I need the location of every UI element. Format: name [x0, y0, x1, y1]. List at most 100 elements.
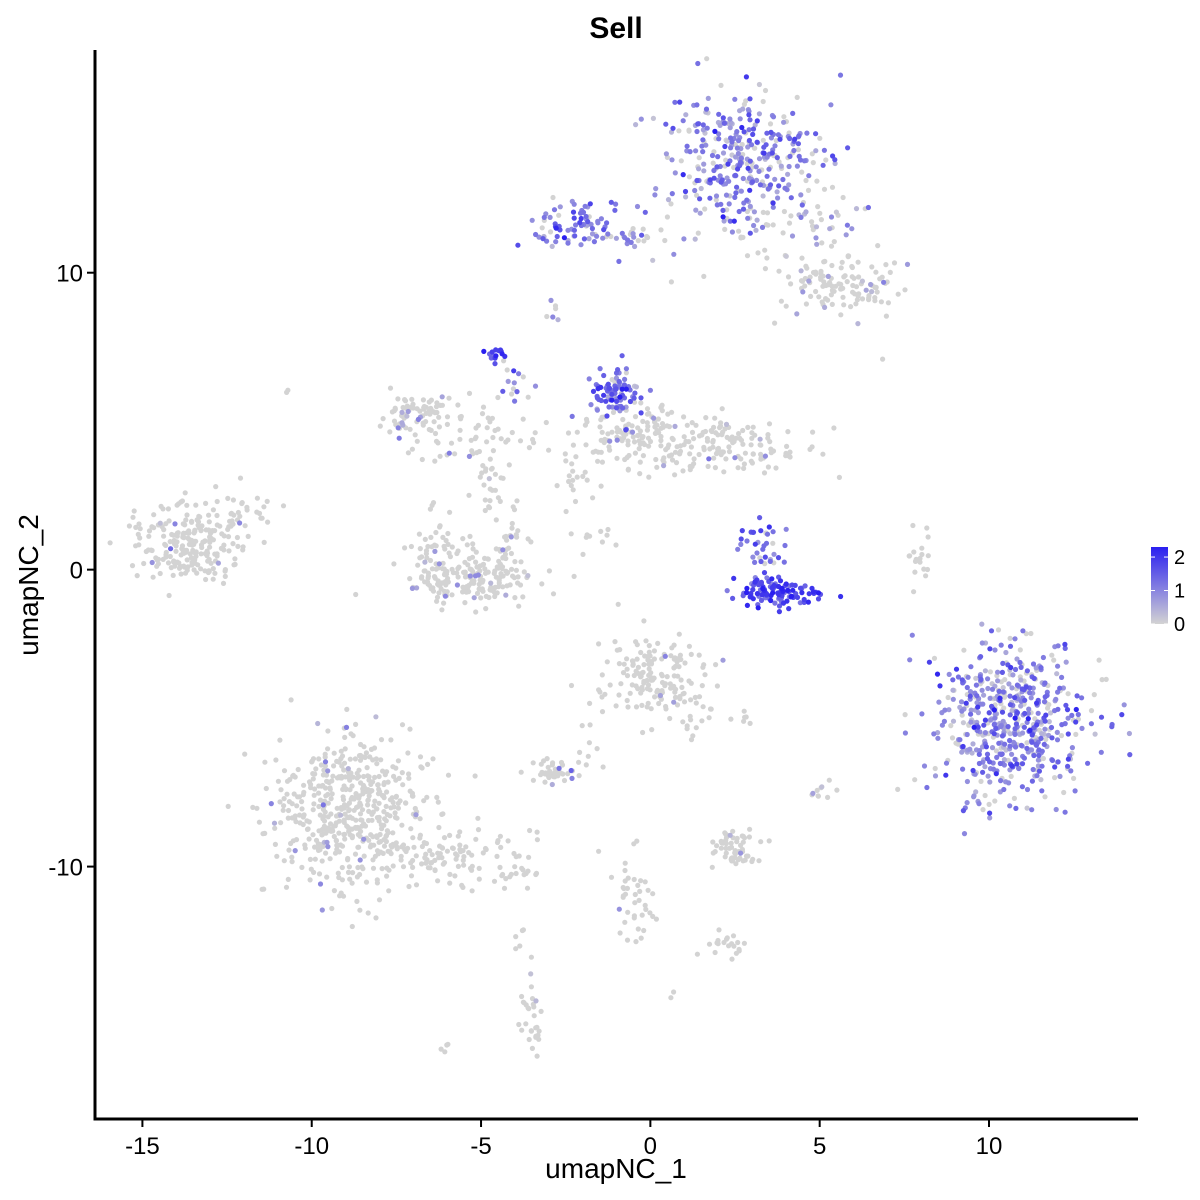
axes — [93, 50, 1138, 1121]
cell-point — [1017, 659, 1023, 666]
cell-point — [513, 532, 519, 538]
cell-point — [784, 443, 790, 449]
cell-point — [787, 449, 793, 455]
cell-point — [533, 998, 539, 1004]
cell-point — [1119, 712, 1125, 718]
cell-point — [1005, 724, 1011, 730]
cell-point — [989, 686, 996, 692]
cell-point — [706, 456, 712, 462]
cell-point — [1033, 742, 1040, 748]
cell-point — [399, 770, 405, 776]
cell-point — [672, 663, 679, 670]
cell-point — [352, 824, 359, 831]
cell-point — [432, 542, 438, 548]
cell-point — [701, 168, 707, 174]
cell-point — [1053, 806, 1059, 813]
cell-point — [518, 769, 524, 775]
cell-point — [345, 857, 351, 863]
cell-point — [987, 646, 993, 652]
cell-point — [993, 771, 999, 777]
cell-point — [912, 569, 918, 575]
cell-point — [720, 840, 726, 846]
cell-point — [449, 544, 455, 550]
cell-point — [548, 297, 554, 303]
cell-point — [361, 773, 367, 780]
cell-point — [354, 874, 360, 880]
cell-point — [813, 131, 819, 137]
cell-point — [228, 523, 234, 529]
cell-point — [316, 783, 322, 789]
cell-point — [587, 700, 593, 707]
cell-point — [716, 131, 722, 137]
cell-point — [1042, 794, 1048, 800]
cell-point — [638, 400, 644, 406]
cell-point — [665, 197, 672, 203]
cell-point — [709, 152, 716, 159]
cell-point — [686, 127, 692, 133]
cell-point — [624, 673, 631, 679]
cell-point — [768, 129, 774, 135]
cell-point — [505, 838, 511, 844]
cell-point — [620, 416, 626, 423]
cell-point — [338, 748, 344, 754]
cell-point — [873, 269, 879, 275]
cell-point — [526, 445, 533, 451]
cell-point — [968, 719, 974, 725]
cell-point — [992, 647, 998, 653]
cell-point — [631, 234, 637, 240]
cell-point — [488, 580, 494, 586]
cell-point — [586, 740, 593, 746]
cell-point — [1048, 710, 1054, 716]
cell-point — [625, 237, 631, 243]
cell-point — [504, 367, 510, 373]
cell-point — [504, 583, 510, 589]
cell-point — [327, 786, 333, 792]
cell-point — [183, 517, 189, 523]
cell-point — [191, 567, 197, 573]
cell-point — [469, 867, 475, 873]
cell-point — [614, 455, 620, 461]
cell-point — [1003, 649, 1009, 656]
cell-point — [688, 697, 694, 703]
cell-point — [419, 843, 425, 850]
cell-point — [319, 858, 325, 864]
cell-point — [959, 708, 965, 714]
cell-point — [1007, 643, 1014, 649]
cell-point — [221, 542, 227, 548]
cell-point — [446, 550, 452, 556]
cell-point — [596, 848, 602, 854]
cell-point — [583, 213, 589, 220]
cell-point — [444, 414, 451, 420]
cell-point — [770, 590, 776, 596]
cell-point — [165, 560, 172, 566]
cell-point — [1014, 761, 1020, 767]
cell-point — [735, 939, 741, 946]
cell-point — [704, 435, 711, 442]
cell-point — [663, 151, 670, 157]
cell-point — [307, 856, 313, 863]
cell-point — [731, 218, 737, 224]
cell-point — [736, 431, 742, 437]
cell-point — [395, 800, 401, 807]
cell-point — [700, 704, 706, 710]
cell-point — [605, 431, 611, 437]
cell-point — [477, 568, 483, 574]
cell-point — [720, 115, 726, 121]
cell-point — [386, 888, 392, 894]
cell-point — [313, 837, 320, 843]
cell-point — [228, 510, 235, 516]
cell-point — [565, 430, 572, 436]
cell-point — [681, 434, 687, 440]
cell-point — [796, 133, 802, 139]
cell-point — [492, 471, 498, 477]
cell-point — [384, 789, 390, 795]
cell-point — [458, 849, 464, 855]
cell-point — [752, 541, 758, 547]
cell-point — [606, 385, 613, 391]
cell-point — [638, 878, 644, 884]
cell-point — [151, 525, 157, 531]
cell-point — [382, 772, 388, 778]
cell-point — [512, 595, 518, 601]
cell-point — [457, 427, 463, 433]
cell-point — [684, 422, 690, 428]
